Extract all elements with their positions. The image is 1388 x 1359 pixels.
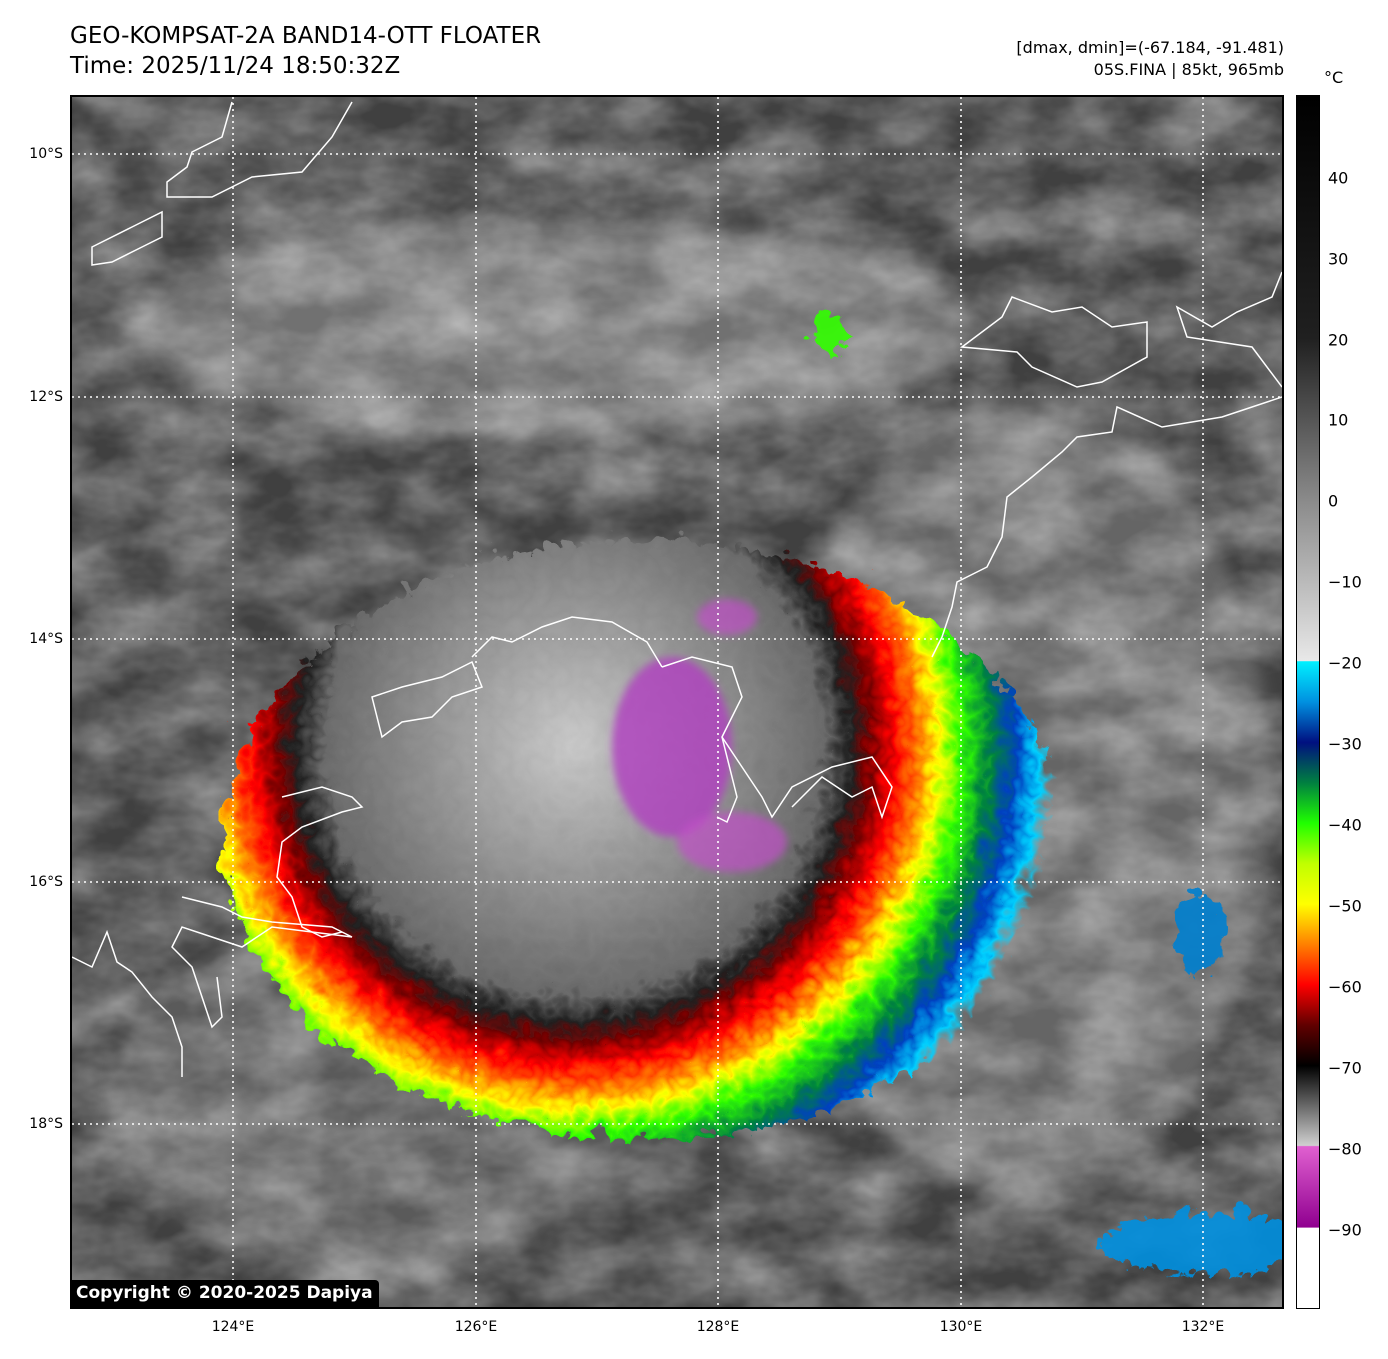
colorbar-tick-label: 0 (1328, 491, 1339, 511)
colorbar (1296, 95, 1320, 1309)
colorbar-tick-label: −60 (1328, 977, 1362, 997)
copyright-notice: Copyright © 2020-2025 Dapiya (70, 1280, 379, 1307)
coastlines (72, 101, 1282, 1077)
colorbar-tick-label: −70 (1328, 1058, 1362, 1078)
colorbar-tick-label: −50 (1328, 896, 1362, 916)
y-tick-label: 14°S (29, 631, 63, 647)
y-tick-label: 12°S (29, 389, 63, 405)
colorbar-tick-label: −90 (1328, 1220, 1362, 1240)
colorbar-tick-label: −80 (1328, 1139, 1362, 1159)
y-tick-label: 10°S (29, 146, 63, 162)
colorbar-tick-label: −30 (1328, 734, 1362, 754)
x-tick-label: 132°E (1181, 1319, 1225, 1335)
colorbar-tick-label: −20 (1328, 653, 1362, 673)
y-tick-label: 16°S (29, 874, 63, 890)
colorbar-tick-label: −40 (1328, 815, 1362, 835)
colorbar-unit: °C (1324, 68, 1344, 87)
colorbar-tick-label: 30 (1328, 249, 1349, 269)
temperature-range: [dmax, dmin]=(-67.184, -91.481) (1016, 38, 1284, 57)
colorbar-tick-label: 10 (1328, 410, 1349, 430)
colorbar-tick-label: 40 (1328, 168, 1349, 188)
colorbar-tick-label: −10 (1328, 572, 1362, 592)
x-tick-label: 128°E (696, 1319, 740, 1335)
observation-time: Time: 2025/11/24 18:50:32Z (70, 53, 401, 79)
graticule (72, 97, 1282, 1307)
colorbar-tick-label: 20 (1328, 330, 1349, 350)
storm-info: 05S.FINA | 85kt, 965mb (1093, 60, 1284, 79)
x-tick-label: 130°E (939, 1319, 983, 1335)
map-title: GEO-KOMPSAT-2A BAND14-OTT FLOATER (70, 23, 542, 49)
x-tick-label: 126°E (454, 1319, 498, 1335)
satellite-map (70, 95, 1284, 1309)
y-tick-label: 18°S (29, 1116, 63, 1132)
x-tick-label: 124°E (211, 1319, 255, 1335)
satellite-imagery (72, 97, 1282, 1307)
